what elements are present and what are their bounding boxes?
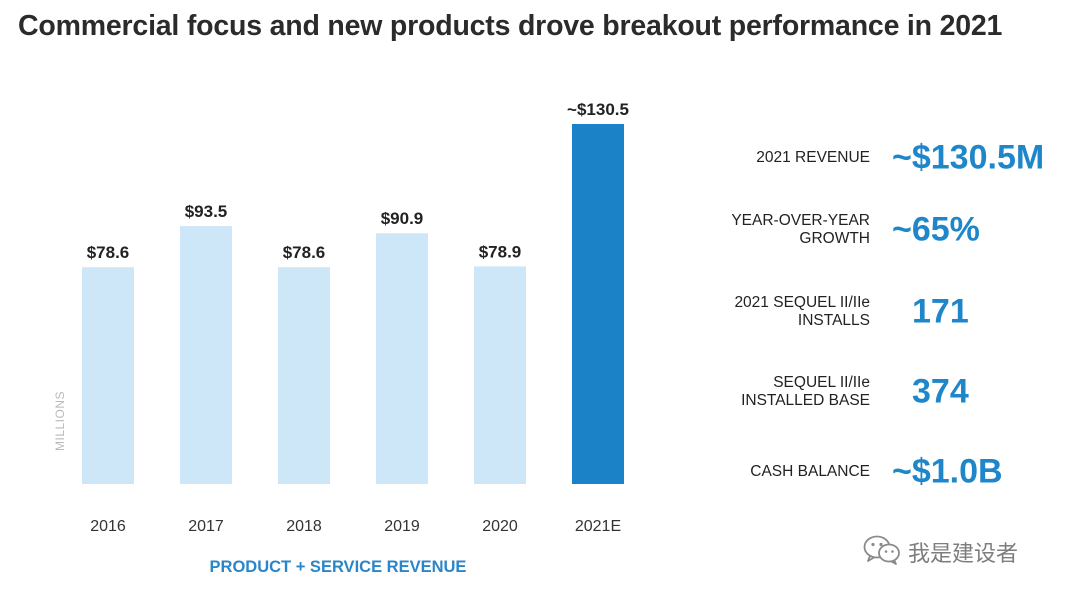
stat-label: YEAR-OVER-YEAR GROWTH: [731, 212, 870, 247]
bar-2020: [474, 266, 526, 484]
page-title: Commercial focus and new products drove …: [18, 10, 1003, 42]
x-tick-label: 2016: [90, 518, 126, 535]
bar-2016: [82, 267, 134, 484]
stat-row-2021-revenue: 2021 REVENUE ~$130.5M: [690, 128, 1070, 188]
watermark-text: 我是建设者: [908, 542, 1019, 567]
y-axis-label: MILLIONS: [53, 391, 67, 451]
stat-value: 374: [912, 372, 969, 411]
bar-value-label: $78.9: [479, 242, 522, 261]
x-tick-label: 2018: [286, 518, 322, 535]
bar-2017: [180, 226, 232, 484]
bar-value-label: $93.5: [185, 202, 228, 221]
stat-value: 171: [912, 292, 969, 331]
stat-row-yoy-growth: YEAR-OVER-YEAR GROWTH ~65%: [690, 200, 1070, 260]
stat-label: CASH BALANCE: [750, 463, 870, 480]
bars-group: $78.6 2016 $93.5 2017 $78.6 2018 $90.9 2019 $78.…: [82, 100, 629, 535]
wechat-icon: [863, 535, 900, 565]
bar-2019: [376, 233, 428, 484]
watermark: 我是建设者: [862, 532, 1072, 568]
bar-value-label: $78.6: [87, 243, 130, 262]
revenue-bar-chart: MILLIONS $78.6 2016 $93.5 2017 $78.6 2018 $90.…: [53, 100, 629, 576]
bar-2021E: [572, 124, 624, 484]
bar-value-label: ~$130.5: [567, 100, 629, 119]
x-tick-label: 2021E: [575, 518, 621, 535]
x-tick-label: 2017: [188, 518, 224, 535]
stat-value: ~$130.5M: [892, 138, 1045, 177]
bar-value-label: $78.6: [283, 243, 326, 262]
stat-label: 2021 REVENUE: [756, 149, 870, 166]
bar-2018: [278, 267, 330, 484]
x-tick-label: 2020: [482, 518, 518, 535]
x-tick-label: 2019: [384, 518, 420, 535]
stat-label: 2021 SEQUEL II/IIe INSTALLS: [734, 294, 870, 329]
bar-value-label: $90.9: [381, 209, 424, 228]
stat-label: SEQUEL II/IIe INSTALLED BASE: [741, 374, 870, 409]
stat-row-installed-base: SEQUEL II/IIe INSTALLED BASE 374: [690, 362, 1070, 422]
stat-value: ~$1.0B: [892, 452, 1003, 491]
x-axis-label: PRODUCT + SERVICE REVENUE: [210, 558, 467, 576]
stat-row-installs: 2021 SEQUEL II/IIe INSTALLS 171: [690, 282, 1070, 342]
stat-value: ~65%: [892, 210, 980, 249]
stat-row-cash-balance: CASH BALANCE ~$1.0B: [690, 442, 1070, 502]
